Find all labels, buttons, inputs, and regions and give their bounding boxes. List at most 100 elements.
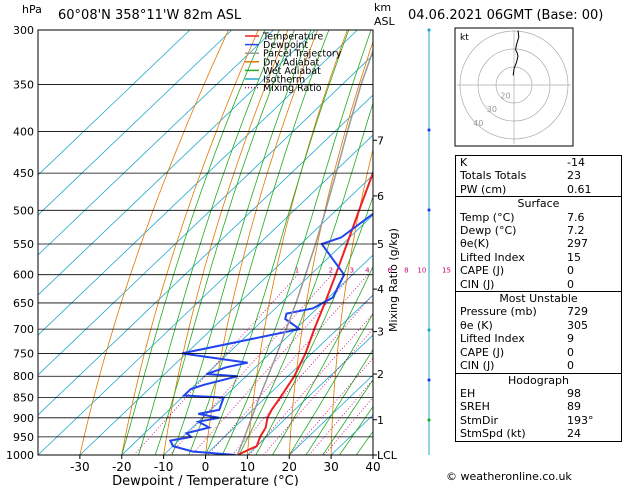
indices-table: K -14 Totals Totals 23 PW (cm) 0.61 Surface Tem… — [456, 156, 621, 441]
isotherm-line — [163, 254, 373, 455]
x-tick-label: 0 — [202, 460, 210, 474]
pressure-tick-label: 500 — [13, 204, 34, 217]
index-label: θe (K) — [460, 318, 493, 332]
location-title: 60°08'N 358°11'W 82m ASL — [58, 8, 242, 23]
x-tick-label: -30 — [70, 460, 90, 474]
index-row: CAPE (J) 0 — [456, 264, 621, 277]
wet-adiabat-line — [322, 379, 373, 455]
asl-label: ASL — [374, 15, 395, 28]
index-row: CIN (J) 0 — [456, 359, 621, 373]
index-value: 305 — [567, 318, 588, 332]
wet-adiabat-line — [288, 312, 373, 455]
km-label: km — [374, 1, 392, 14]
index-value: 0 — [567, 345, 574, 359]
index-label: θe(K) — [460, 237, 490, 251]
section-title: Hodograph — [456, 372, 621, 387]
mixing-ratio-line — [231, 294, 373, 455]
wet-adiabat-line — [305, 348, 373, 455]
index-row: θe (K) 305 — [456, 319, 621, 332]
km-tick-label: 2 — [377, 368, 384, 381]
mixing-ratio-label: 2 — [329, 267, 333, 275]
index-label: EH — [460, 386, 476, 400]
index-label: CAPE (J) — [460, 345, 505, 359]
index-row: Totals Totals 23 — [456, 169, 621, 182]
index-row: Pressure (mb) 729 — [456, 305, 621, 318]
index-value: 193° — [567, 413, 594, 427]
section-title: Most Unstable — [456, 291, 621, 306]
index-label: Lifted Index — [460, 332, 525, 346]
wind-marker — [427, 328, 431, 332]
pressure-tick-label: 700 — [13, 323, 34, 336]
index-value: 23 — [567, 169, 581, 183]
index-row: Surface — [456, 196, 621, 211]
hodograph-ring-label: 30 — [487, 105, 497, 114]
index-value: 0 — [567, 359, 574, 373]
plot-frame — [37, 29, 374, 456]
mixing-ratio-axis-label: Mixing Ratio (g/kg) — [387, 228, 400, 332]
index-row: EH 98 — [456, 387, 621, 400]
dry-adiabat-line — [79, 30, 229, 455]
index-label: Totals Totals — [460, 169, 527, 183]
wind-marker — [427, 128, 431, 132]
legend-entry: Mixing Ratio — [263, 83, 322, 94]
datetime-title: 04.06.2021 06GMT (Base: 00) — [408, 8, 604, 23]
km-tick-label: 6 — [377, 190, 384, 203]
pressure-tick-label: 450 — [13, 167, 34, 180]
index-row: Lifted Index 15 — [456, 251, 621, 264]
index-label: SREH — [460, 400, 490, 414]
mixing-ratio-label: 10 — [417, 267, 426, 275]
index-value: -14 — [567, 156, 585, 169]
hpa-label: hPa — [22, 3, 42, 16]
index-value: 98 — [567, 386, 581, 400]
index-row: Temp (°C) 7.6 — [456, 211, 621, 224]
index-row: CAPE (J) 0 — [456, 346, 621, 359]
index-value: 7.6 — [567, 210, 585, 224]
isotherm-line — [38, 30, 233, 216]
mixing-ratio-label: 15 — [442, 267, 451, 275]
isotherm-line — [38, 134, 373, 455]
pressure-tick-label: 550 — [13, 238, 34, 251]
pressure-tick-label: 400 — [13, 126, 34, 139]
index-value: 0.61 — [567, 182, 592, 196]
isotherm-line — [38, 94, 373, 416]
hodograph-ring-label: 20 — [500, 92, 510, 101]
index-row: θe(K) 297 — [456, 237, 621, 250]
isotherm-line — [79, 174, 373, 455]
legend-entry: Dewpoint — [263, 40, 308, 51]
index-value: 297 — [567, 237, 588, 251]
isotherm-line — [38, 30, 358, 336]
mixing-ratio-label: 8 — [404, 267, 408, 275]
hodograph-unit: kt — [460, 33, 469, 43]
isotherm-line — [38, 30, 316, 296]
index-value: 89 — [567, 400, 581, 414]
index-label: PW (cm) — [460, 182, 507, 196]
x-axis-label: Dewpoint / Temperature (°C) — [112, 474, 299, 486]
wind-marker — [427, 418, 431, 422]
index-label: StmDir — [460, 413, 499, 427]
pressure-tick-label: 750 — [13, 347, 34, 360]
legend-entry: Isotherm — [263, 75, 305, 86]
index-value: 9 — [567, 332, 574, 346]
index-label: K — [460, 156, 468, 169]
isotherm-line — [247, 334, 373, 455]
index-row: Most Unstable — [456, 291, 621, 306]
isotherm-line — [205, 294, 373, 455]
x-tick-label: -10 — [154, 460, 174, 474]
mixing-ratio-label: 3 — [350, 267, 354, 275]
km-tick-label: 1 — [377, 414, 384, 427]
index-label: Lifted Index — [460, 250, 525, 264]
legend-entry: Temperature — [262, 32, 323, 43]
section-title: Surface — [456, 196, 621, 211]
index-row: SREH 89 — [456, 400, 621, 413]
profile-temperature — [236, 169, 373, 455]
index-row: StmSpd (kt) 24 — [456, 427, 621, 440]
mixing-ratio-line — [169, 274, 332, 455]
index-value: 15 — [567, 250, 581, 264]
pressure-tick-label: 600 — [13, 269, 34, 282]
index-label: CAPE (J) — [460, 264, 505, 278]
isotherm-line — [38, 30, 191, 176]
index-row: K -14 — [456, 156, 621, 169]
hodograph-trace — [512, 30, 520, 76]
pressure-tick-label: 850 — [13, 392, 34, 405]
index-label: CIN (J) — [460, 277, 495, 291]
